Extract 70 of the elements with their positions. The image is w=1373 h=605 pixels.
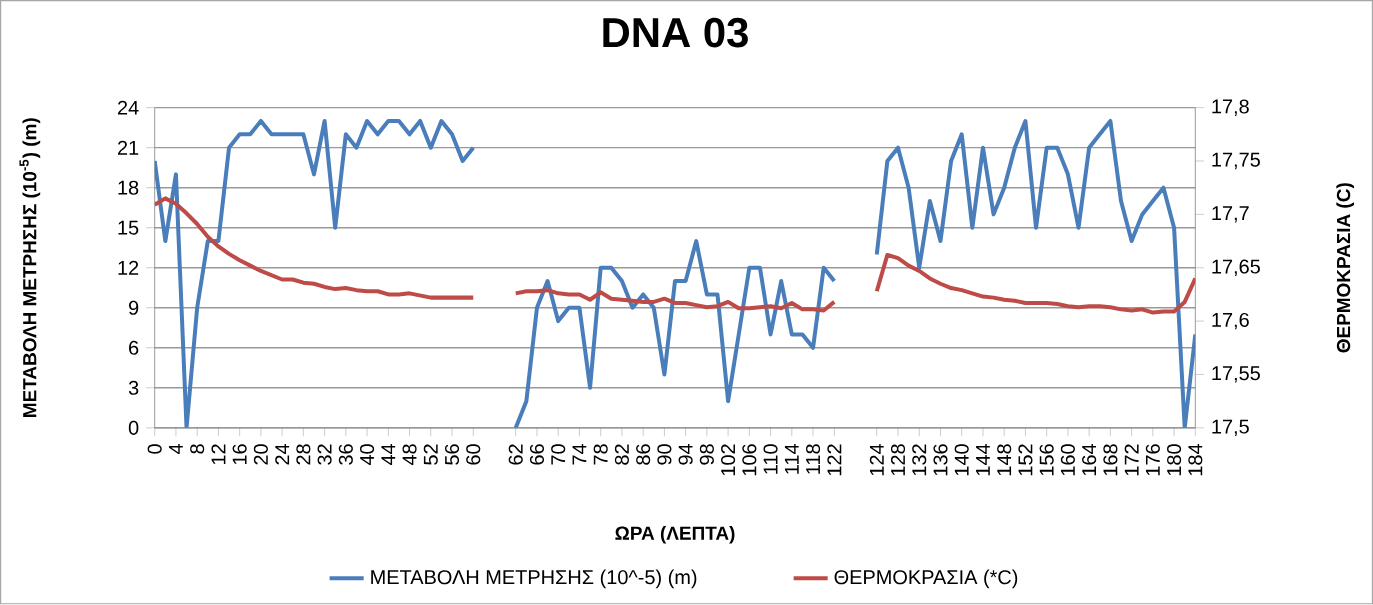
- x-tick-label: 12: [211, 444, 226, 465]
- x-tick-label: 168: [1103, 444, 1118, 476]
- y2-tick-label: 17,8: [1212, 99, 1249, 117]
- x-tick-label: 8: [190, 444, 205, 454]
- y-tick-label: 9: [128, 300, 139, 316]
- x-tick-label: 78: [593, 444, 608, 465]
- x-tick-label: 90: [657, 444, 672, 465]
- y-tick-label: 15: [118, 220, 139, 235]
- x-tick-label: 184: [1188, 444, 1203, 476]
- x-tick-label: 24: [275, 444, 290, 465]
- x-tick-label: 32: [317, 444, 332, 466]
- y-axis-title: ΜΕΤΑΒΟΛΗ ΜΕΤΡΗΣΗΣ (10$^{-5}$) (m): [19, 118, 41, 418]
- x-tick-label: 136: [933, 444, 948, 476]
- x-tick-label: 36: [338, 444, 353, 466]
- x-tick-label: 44: [381, 444, 396, 466]
- y-tick-label: 18: [118, 180, 139, 195]
- x-tick-label: 20: [253, 444, 268, 465]
- x-tick-label: 70: [551, 444, 566, 465]
- x-tick-label: 144: [976, 444, 990, 476]
- y2-axis-title: ΘΕΡΜΟΚΡΑΣΙΑ (C): [1336, 183, 1355, 353]
- y2-tick-label: 17,7: [1212, 206, 1249, 223]
- x-tick-label: 60: [466, 444, 481, 465]
- x-tick-label: 48: [402, 444, 417, 466]
- x-tick-label: 132: [912, 444, 927, 476]
- x-tick-label: 122: [827, 444, 842, 476]
- x-tick-label: 156: [1039, 444, 1054, 476]
- y2-tick-label: 17,65: [1212, 259, 1260, 277]
- x-tick-label: 86: [636, 444, 651, 465]
- legend-label: ΜΕΤΑΒΟΛΗ ΜΕΤΡΗΣΗΣ (10^-5) (m): [371, 569, 697, 589]
- x-tick-label: 152: [1018, 444, 1033, 476]
- x-tick-label: 66: [529, 444, 545, 465]
- x-tick-label: 124: [869, 444, 884, 476]
- y-tick-label: 21: [117, 140, 139, 155]
- y-tick-label: 12: [118, 261, 139, 275]
- x-tick-label: 52: [423, 444, 438, 465]
- y2-tick-label: 17,55: [1212, 366, 1260, 383]
- x-tick-label: 28: [296, 444, 311, 465]
- x-tick-label: 16: [232, 444, 247, 465]
- x-tick-label: 74: [572, 444, 587, 465]
- y-tick-label: 24: [117, 100, 139, 115]
- y-tick-label: 0: [128, 421, 139, 436]
- x-tick-label: 114: [784, 444, 799, 474]
- x-tick-label: 176: [1145, 444, 1160, 476]
- x-tick-label: 128: [890, 444, 906, 476]
- x-tick-label: 94: [678, 444, 693, 465]
- x-tick-label: 0: [147, 444, 162, 454]
- x-tick-label: 118: [806, 444, 821, 474]
- x-axis-title: ΩΡΑ (ΛΕΠΤΑ): [615, 526, 735, 544]
- x-tick-label: 98: [699, 444, 714, 465]
- x-tick-label: 172: [1124, 444, 1139, 476]
- y2-tick-label: 17,75: [1212, 153, 1260, 170]
- y2-tick-label: 17,6: [1212, 313, 1249, 330]
- x-tick-label: 62: [508, 444, 523, 465]
- x-tick-label: 160: [1060, 444, 1075, 476]
- legend-label: ΘΕΡΜΟΚΡΑΣΙΑ (*C): [834, 569, 1018, 589]
- y2-tick-label: 17,5: [1212, 419, 1249, 437]
- x-tick-label: 106: [742, 444, 757, 476]
- x-tick-label: 110: [763, 444, 778, 474]
- x-tick-label: 82: [614, 444, 629, 465]
- x-tick-label: 40: [360, 444, 375, 466]
- y-tick-label: 6: [129, 340, 139, 356]
- x-tick-label: 148: [997, 444, 1012, 476]
- x-tick-label: 180: [1167, 444, 1182, 476]
- x-tick-label: 4: [169, 444, 183, 455]
- x-tick-label: 140: [954, 444, 969, 476]
- x-tick-label: 164: [1082, 444, 1097, 476]
- y-tick-label: 3: [128, 380, 139, 396]
- x-tick-label: 56: [444, 444, 460, 465]
- chart-title: DNA 03: [603, 18, 748, 48]
- x-tick-label: 102: [721, 444, 736, 476]
